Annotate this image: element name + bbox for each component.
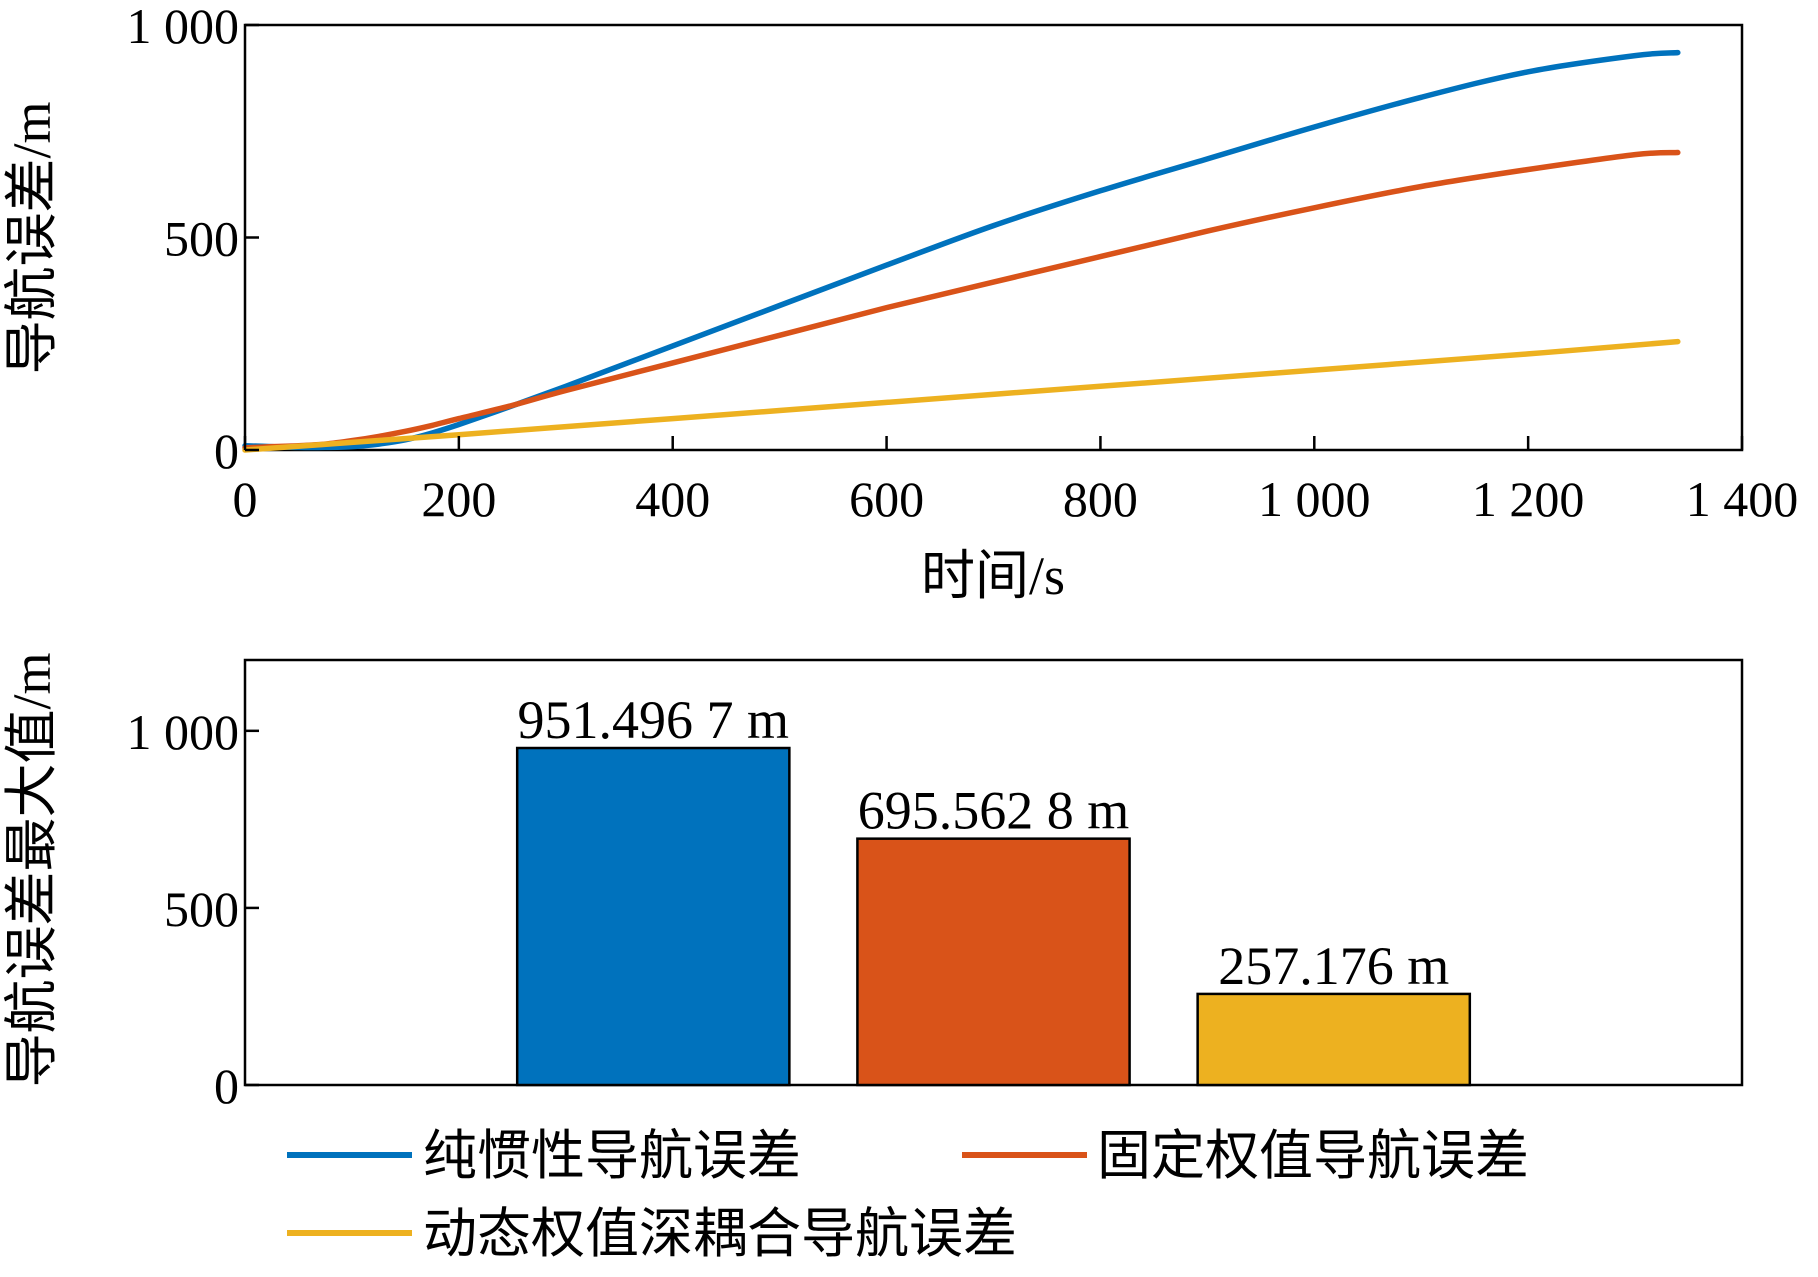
legend-label-fixed: 固定权值导航误差 — [1097, 1126, 1529, 1186]
legend-item-inertial: 纯惯性导航误差 — [287, 1126, 801, 1186]
y-tick-label: 1 000 — [127, 0, 240, 54]
bar-fixed — [856, 837, 1131, 1087]
line-x-ticks: 0 200 400 600 800 1 000 1 200 1 400 — [233, 436, 1799, 527]
bar-chart: 951.496 7 m 695.562 8 m 257.176 m 0 500 1 00… — [2, 652, 1744, 1114]
y-tick-label: 0 — [214, 423, 239, 479]
y-tick-label: 500 — [164, 881, 239, 937]
x-tick-label: 1 000 — [1258, 471, 1371, 527]
x-tick-label: 1 400 — [1686, 471, 1799, 527]
y-tick-label: 0 — [214, 1058, 239, 1114]
line-x-axis-title: 时间/s — [921, 546, 1065, 606]
bar-inertial — [515, 746, 791, 1087]
legend: 纯惯性导航误差 固定权值导航误差 动态权值深耦合导航误差 — [287, 1126, 1529, 1264]
y-tick-label: 1 000 — [127, 704, 240, 760]
series-line-dynamic — [242, 338, 1681, 453]
bar-value-label-dynamic: 257.176 m — [1218, 936, 1449, 996]
series-line-inertial — [242, 49, 1681, 451]
bar-value-label-inertial: 951.496 7 m — [518, 690, 790, 750]
bar-dynamic — [1196, 992, 1472, 1087]
x-tick-label: 800 — [1063, 471, 1138, 527]
x-tick-label: 200 — [421, 471, 496, 527]
line-y-axis-title: 导航误差/m — [2, 101, 62, 374]
bar-y-axis-title: 导航误差最大值/m — [2, 652, 62, 1087]
legend-item-dynamic: 动态权值深耦合导航误差 — [287, 1204, 1017, 1264]
bar-marks-group: 951.496 7 m 695.562 8 m 257.176 m — [515, 690, 1472, 1087]
legend-label-dynamic: 动态权值深耦合导航误差 — [423, 1204, 1017, 1264]
bar-value-label-fixed: 695.562 8 m — [858, 781, 1130, 841]
line-plot-frame — [243, 23, 1744, 452]
x-tick-label: 400 — [635, 471, 710, 527]
legend-item-fixed: 固定权值导航误差 — [962, 1126, 1529, 1186]
x-tick-label: 0 — [233, 471, 258, 527]
bar-y-ticks: 0 500 1 000 — [127, 704, 259, 1114]
y-tick-label: 500 — [164, 211, 239, 267]
line-y-ticks: 0 500 1 000 — [127, 0, 259, 479]
x-tick-label: 1 200 — [1472, 471, 1585, 527]
line-chart: 0 200 400 600 800 1 000 1 200 1 400 0 500 1 000 时… — [2, 0, 1798, 606]
line-series-group — [242, 49, 1681, 453]
x-tick-label: 600 — [849, 471, 924, 527]
legend-label-inertial: 纯惯性导航误差 — [423, 1126, 801, 1186]
